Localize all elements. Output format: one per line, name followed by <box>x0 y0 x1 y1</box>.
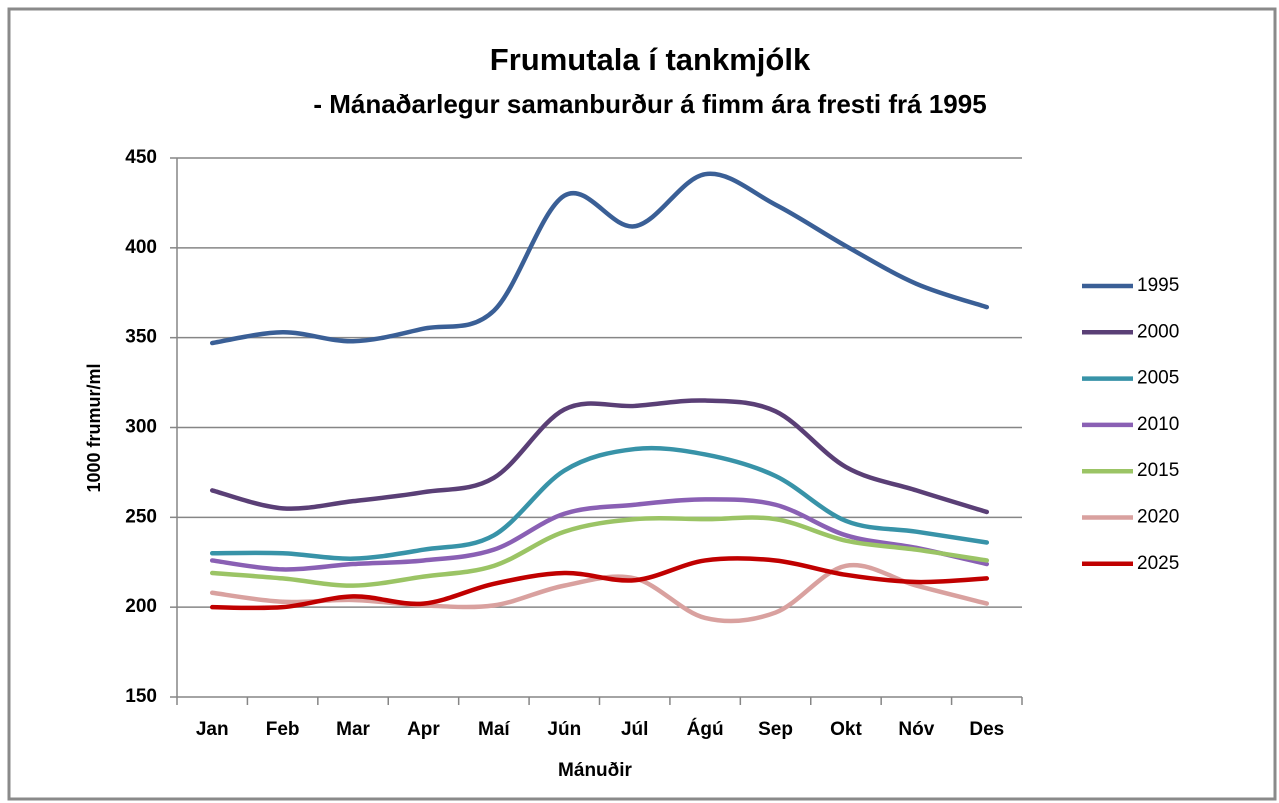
line-series <box>209 445 990 561</box>
x-axis-label: Mánuðir <box>558 760 632 781</box>
chart-subtitle: - Mánaðarlegur samanburður á fimm ára fr… <box>313 89 986 119</box>
y-tick-label: 450 <box>125 147 157 168</box>
line-series <box>209 515 990 588</box>
line-series <box>209 171 990 346</box>
legend-label: 2010 <box>1137 414 1179 435</box>
line-series <box>209 497 990 572</box>
x-tick-label: Feb <box>266 719 300 740</box>
y-tick-label: 400 <box>125 237 157 258</box>
x-tick-label: Okt <box>830 719 862 740</box>
legend-label: 2020 <box>1137 507 1179 528</box>
y-tick-label: 350 <box>125 327 157 348</box>
x-tick-label: Ágú <box>687 718 724 740</box>
legend-label: 2000 <box>1137 321 1179 342</box>
line-series <box>209 398 990 515</box>
legend-label: 2015 <box>1137 460 1179 481</box>
x-tick-label: Jún <box>547 719 581 740</box>
x-tick-label: Apr <box>407 719 440 740</box>
y-tick-label: 200 <box>125 596 157 617</box>
x-tick-label: Maí <box>478 719 510 740</box>
legend-label: 2005 <box>1137 368 1179 389</box>
legend-label: 1995 <box>1137 275 1179 296</box>
x-tick-label: Júl <box>621 719 648 740</box>
x-tick-label: Sep <box>758 719 793 740</box>
y-tick-label: 150 <box>125 686 157 707</box>
line-series <box>209 556 990 611</box>
y-tick-label: 250 <box>125 506 157 527</box>
y-tick-label: 300 <box>125 417 157 438</box>
x-tick-label: Des <box>969 719 1004 740</box>
x-tick-label: Nóv <box>898 719 934 740</box>
legend-label: 2025 <box>1137 553 1179 574</box>
y-axis-label: 1000 frumur/ml <box>84 363 104 492</box>
x-tick-label: Mar <box>336 719 370 740</box>
chart-title: Frumutala í tankmjólk <box>490 42 811 77</box>
x-tick-label: Jan <box>196 719 229 740</box>
